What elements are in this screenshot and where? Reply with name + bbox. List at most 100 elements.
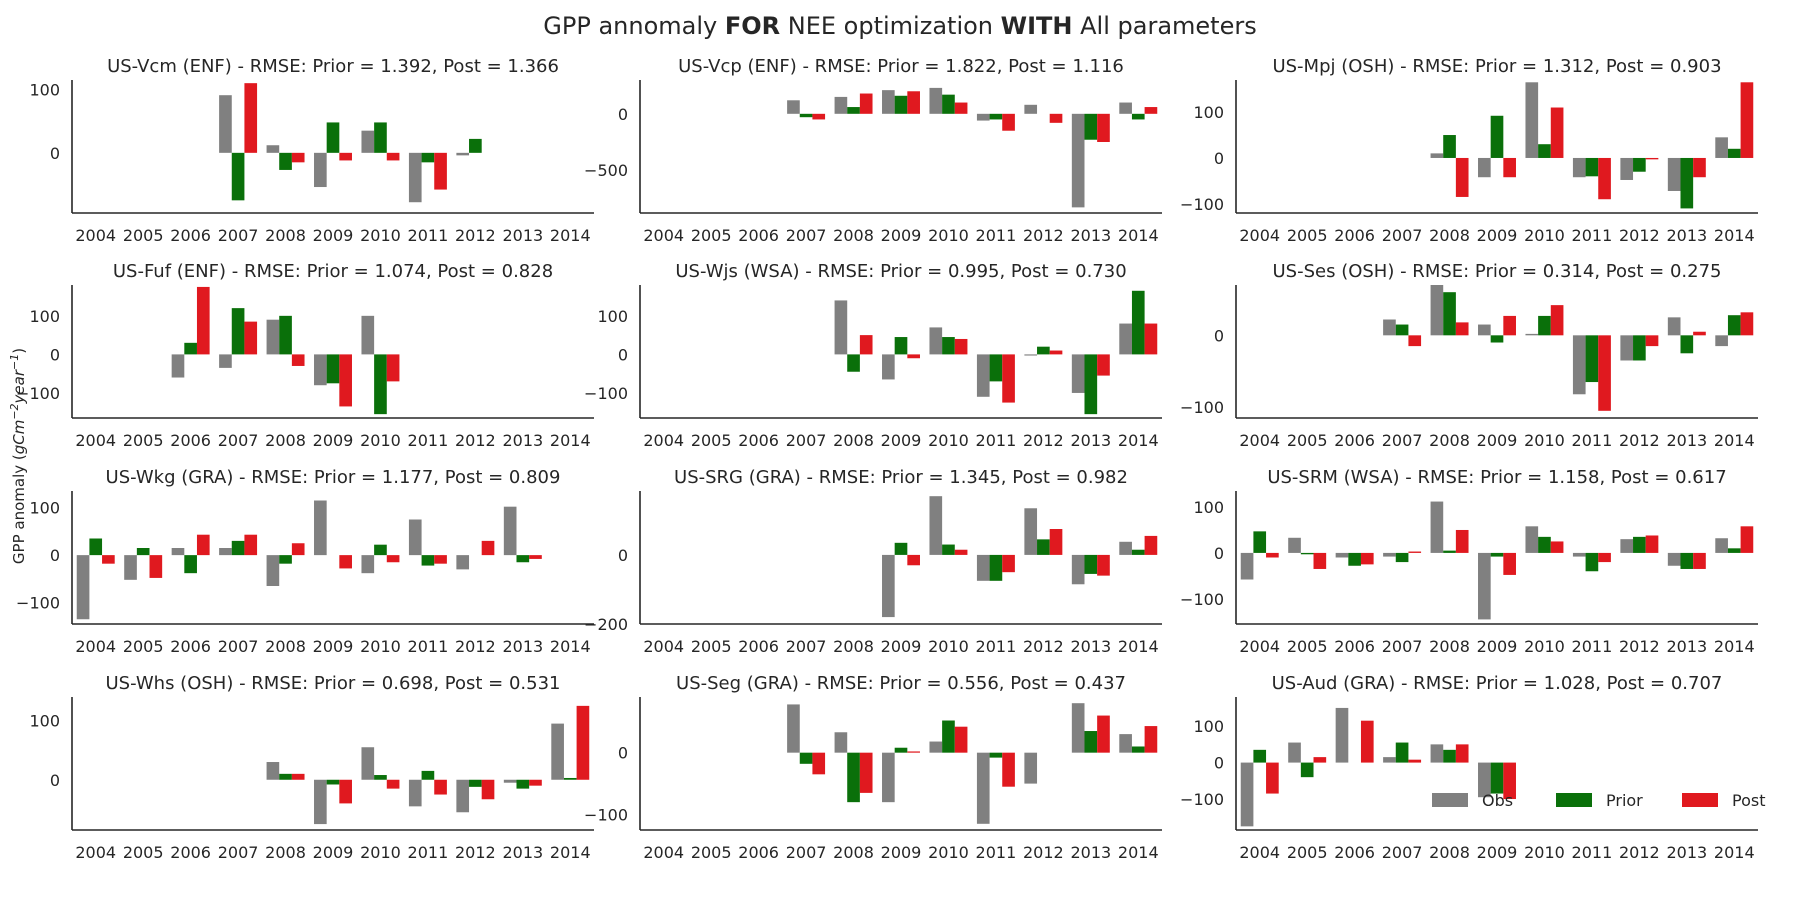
x-tick-label: 2013 [1666,226,1707,245]
bar-obs [1667,317,1681,336]
legend-swatch-prior [1556,793,1592,807]
bar-obs [76,555,90,620]
x-tick-label: 2008 [1429,226,1470,245]
bar-prior [1253,531,1267,553]
bar-prior [1084,113,1098,140]
panel: US-SRM (WSA) - RMSE: Prior = 1.158, Post… [1180,467,1758,656]
bar-prior [942,544,955,555]
x-tick-label: 2005 [691,637,732,656]
x-tick-label: 2011 [408,637,449,656]
x-tick-label: 2012 [1619,226,1660,245]
x-tick-label: 2011 [1572,226,1613,245]
bar-obs [834,300,848,355]
bar-obs [219,548,232,556]
bar-prior [1037,346,1050,355]
bar-post [386,152,400,161]
bar-post [812,752,826,775]
bar-obs [882,90,895,114]
x-tick-label: 2004 [75,637,116,656]
x-tick-label: 2005 [1287,843,1328,862]
panel-title: US-SRM (WSA) - RMSE: Prior = 1.158, Post… [1267,467,1726,488]
x-tick-label: 2014 [550,637,591,656]
bar-post [291,773,305,780]
bar-post [859,93,873,114]
bar-post [859,752,873,793]
x-tick-label: 2007 [786,843,827,862]
bar-prior [1348,552,1361,566]
bar-obs [551,723,564,780]
bar-post [1550,107,1564,158]
bar-post [1503,762,1516,800]
bar-prior [136,548,150,556]
bar-post [244,534,258,556]
bar-obs [1024,508,1038,555]
x-tick-label: 2009 [881,637,922,656]
bar-obs [361,747,375,780]
bar-obs [361,315,375,355]
x-tick-label: 2011 [976,431,1017,450]
bar-post [1455,744,1469,763]
x-tick-label: 2014 [1714,637,1755,656]
x-tick-label: 2014 [1714,226,1755,245]
bar-prior [421,152,435,163]
bar-post [954,338,968,355]
bar-obs [787,704,800,753]
x-tick-label: 2009 [313,431,354,450]
x-tick-label: 2013 [502,226,543,245]
bar-post [291,152,305,163]
x-tick-label: 2008 [833,843,874,862]
bar-post [1455,157,1469,197]
panel-title: US-Wjs (WSA) - RMSE: Prior = 0.995, Post… [675,261,1126,282]
y-tick-label: 0 [618,744,628,763]
bar-post [1049,350,1063,355]
bar-post [102,555,115,564]
x-tick-label: 2008 [265,431,306,450]
bar-obs [456,152,470,156]
bar-post [1598,552,1611,563]
bar-prior [374,354,387,415]
bar-prior [279,315,292,355]
bar-post [1144,107,1158,114]
bar-prior [326,122,340,153]
bar-obs [976,354,990,397]
bar-post [907,554,920,566]
panel-title: US-Ses (OSH) - RMSE: Prior = 0.314, Post… [1273,261,1722,282]
x-tick-label: 2010 [928,226,969,245]
bar-post [907,91,920,114]
figure-title: GPP annomaly FOR NEE optimization WITH A… [0,12,1800,40]
bar-obs [1024,354,1038,356]
bar-prior [894,95,908,114]
x-tick-label: 2010 [360,226,401,245]
bar-prior [1300,552,1314,555]
x-tick-label: 2009 [881,843,922,862]
x-tick-label: 2008 [265,843,306,862]
x-tick-label: 2010 [360,431,401,450]
bar-obs [266,555,280,586]
bar-post [907,354,920,359]
bar-prior [799,752,813,764]
x-tick-label: 2012 [1619,843,1660,862]
x-tick-label: 2006 [738,431,779,450]
bar-obs [219,354,232,368]
bar-prior [942,94,955,114]
bar-obs [787,100,800,114]
x-tick-label: 2005 [123,431,164,450]
bar-post [1097,715,1110,753]
bar-post [1144,535,1158,555]
bar-prior [326,354,340,384]
bar-obs [882,554,895,618]
bar-post [244,321,258,355]
x-tick-label: 2007 [786,637,827,656]
panel: US-Wkg (GRA) - RMSE: Prior = 1.177, Post… [16,467,594,656]
bar-prior [1633,157,1646,172]
bar-prior [326,779,340,785]
bar-obs [976,113,990,121]
bar-post [1408,551,1422,553]
x-tick-label: 2012 [1023,843,1064,862]
x-tick-label: 2007 [218,843,259,862]
x-tick-label: 2007 [786,431,827,450]
bar-prior [1443,550,1456,553]
x-tick-label: 2012 [455,226,496,245]
bar-obs [1119,734,1132,753]
